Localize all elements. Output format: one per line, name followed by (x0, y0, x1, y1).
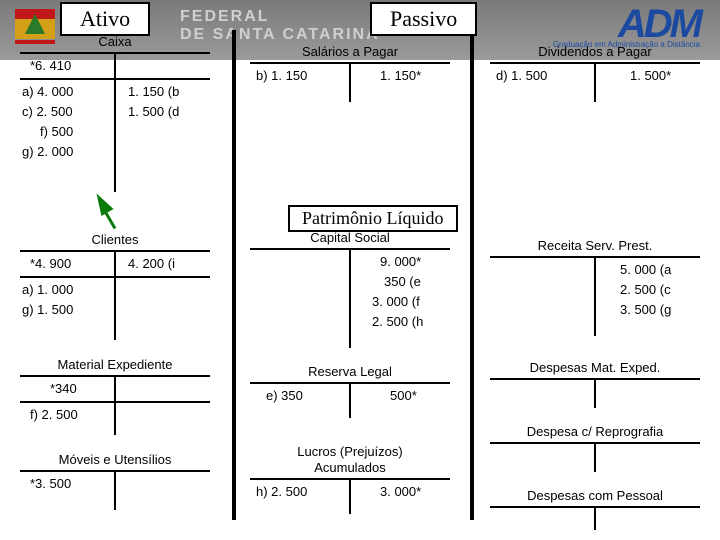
t-moveis: Móveis e Utensílios *3. 500 (20, 470, 210, 472)
lucros-title2: Acumulados (250, 460, 450, 475)
t-capital: Capital Social 9. 000* 350 (e 3. 000 (f … (250, 248, 450, 250)
t-desp-repro: Despesa c/ Reprografia (490, 442, 700, 444)
desp-repro-title: Despesa c/ Reprografia (490, 424, 700, 439)
t-desp-mat: Despesas Mat. Exped. (490, 378, 700, 380)
t-desp-pess: Despesas com Pessoal (490, 506, 700, 508)
reserva-d0: e) 350 (266, 388, 303, 403)
t-material: Material Expediente *340 f) 2. 500 (20, 375, 210, 403)
material-title: Material Expediente (20, 357, 210, 372)
moveis-balance: *3. 500 (30, 476, 71, 491)
lucros-c0: 3. 000* (380, 484, 421, 499)
caixa-d1: c) 2. 500 (22, 104, 73, 119)
green-arrow-icon (90, 190, 113, 216)
capital-c2: 3. 000 (f (372, 294, 420, 309)
t-salarios: Salários a Pagar b) 1. 150 1. 150* (250, 62, 450, 64)
t-lucros: Lucros (Prejuízos) Acumulados h) 2. 500 … (250, 478, 450, 480)
t-receita: Receita Serv. Prest. 5. 000 (a 2. 500 (c… (490, 256, 700, 258)
salarios-title: Salários a Pagar (250, 44, 450, 59)
receita-title: Receita Serv. Prest. (490, 238, 700, 253)
caixa-d2: f) 500 (40, 124, 73, 139)
desp-pess-title: Despesas com Pessoal (490, 488, 700, 503)
capital-c1: 350 (e (384, 274, 421, 289)
desp-mat-title: Despesas Mat. Exped. (490, 360, 700, 375)
dividendos-c0: 1. 500* (630, 68, 671, 83)
divider-passivo (470, 30, 474, 520)
dividendos-title: Dividendos a Pagar (490, 44, 700, 59)
capital-title: Capital Social (250, 230, 450, 245)
material-d0: f) 2. 500 (30, 407, 78, 422)
dividendos-d0: d) 1. 500 (496, 68, 547, 83)
t-caixa: Caixa *6. 410 a) 4. 000 c) 2. 500 f) 500… (20, 52, 210, 80)
caixa-c0: 1. 150 (b (128, 84, 179, 99)
lucros-title1: Lucros (Prejuízos) (250, 444, 450, 459)
material-balance: *340 (50, 381, 77, 396)
t-dividendos: Dividendos a Pagar d) 1. 500 1. 500* (490, 62, 700, 64)
capital-c3: 2. 500 (h (372, 314, 423, 329)
header-ativo: Ativo (60, 2, 150, 36)
reserva-title: Reserva Legal (250, 364, 450, 379)
header-pl: Patrimônio Líquido (288, 205, 458, 232)
clientes-c0: 4. 200 (i (128, 256, 175, 271)
reserva-c0: 500* (390, 388, 417, 403)
header-passivo: Passivo (370, 2, 477, 36)
caixa-d3: g) 2. 000 (22, 144, 73, 159)
receita-c2: 3. 500 (g (620, 302, 671, 317)
caixa-c1: 1. 500 (d (128, 104, 179, 119)
clientes-d1: g) 1. 500 (22, 302, 73, 317)
clientes-balance: *4. 900 (30, 256, 71, 271)
salarios-d0: b) 1. 150 (256, 68, 307, 83)
caixa-balance: *6. 410 (30, 58, 71, 73)
caixa-title: Caixa (20, 34, 210, 49)
t-clientes: Clientes *4. 900 4. 200 (i a) 1. 000 g) … (20, 250, 210, 278)
clientes-d0: a) 1. 000 (22, 282, 73, 297)
receita-c1: 2. 500 (c (620, 282, 671, 297)
green-arrow-tail (103, 209, 117, 230)
divider-main (232, 30, 236, 520)
clientes-title: Clientes (20, 232, 210, 247)
caixa-d0: a) 4. 000 (22, 84, 73, 99)
salarios-c0: 1. 150* (380, 68, 421, 83)
moveis-title: Móveis e Utensílios (20, 452, 210, 467)
t-reserva: Reserva Legal e) 350 500* (250, 382, 450, 384)
capital-c0: 9. 000* (380, 254, 421, 269)
lucros-d0: h) 2. 500 (256, 484, 307, 499)
receita-c0: 5. 000 (a (620, 262, 671, 277)
